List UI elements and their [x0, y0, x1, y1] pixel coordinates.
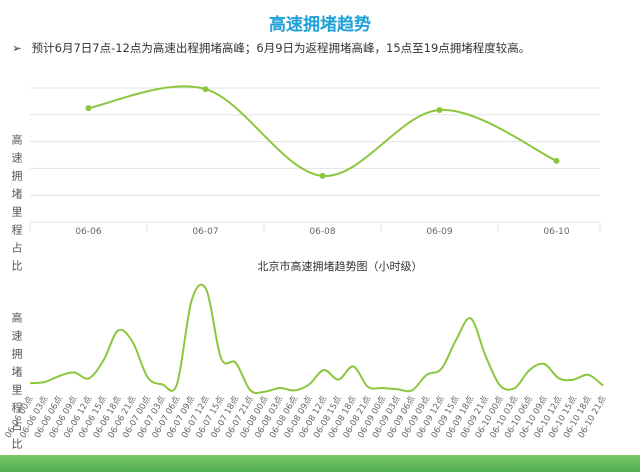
x-tick-label: 06-10	[543, 227, 569, 237]
charts: 北京市高速拥堵趋势图（小时级） 06-06 06-07 06-08 06-09 06-1…	[4, 85, 609, 440]
footer-bar	[0, 455, 640, 472]
note: ➢ 预计6月7日7点-12点为高速出程拥堵高峰；6月9日为返程拥堵高峰，15点至1…	[12, 41, 531, 55]
point	[436, 106, 443, 113]
point	[319, 172, 326, 179]
chart-title: 北京市高速拥堵趋势图（小时级）	[258, 259, 423, 273]
page-title: 高速拥堵趋势	[269, 15, 371, 35]
line-series	[88, 85, 557, 177]
note-text: 预计6月7日7点-12点为高速出程拥堵高峰；6月9日为返程拥堵高峰，15点至19…	[31, 41, 531, 55]
point	[85, 105, 92, 112]
x-tick-label: 06-09	[426, 227, 452, 237]
point	[553, 157, 560, 164]
y-axis-label: 高速拥堵里程占比	[10, 134, 23, 278]
x-tick-label: 06-08	[309, 227, 335, 237]
line-series	[29, 283, 604, 394]
point	[202, 86, 209, 93]
x-tick-label: 06-06	[75, 227, 101, 237]
x-tick-label: 06-07	[192, 227, 218, 237]
y-axis-label: 高速拥堵里程占比	[10, 312, 23, 456]
